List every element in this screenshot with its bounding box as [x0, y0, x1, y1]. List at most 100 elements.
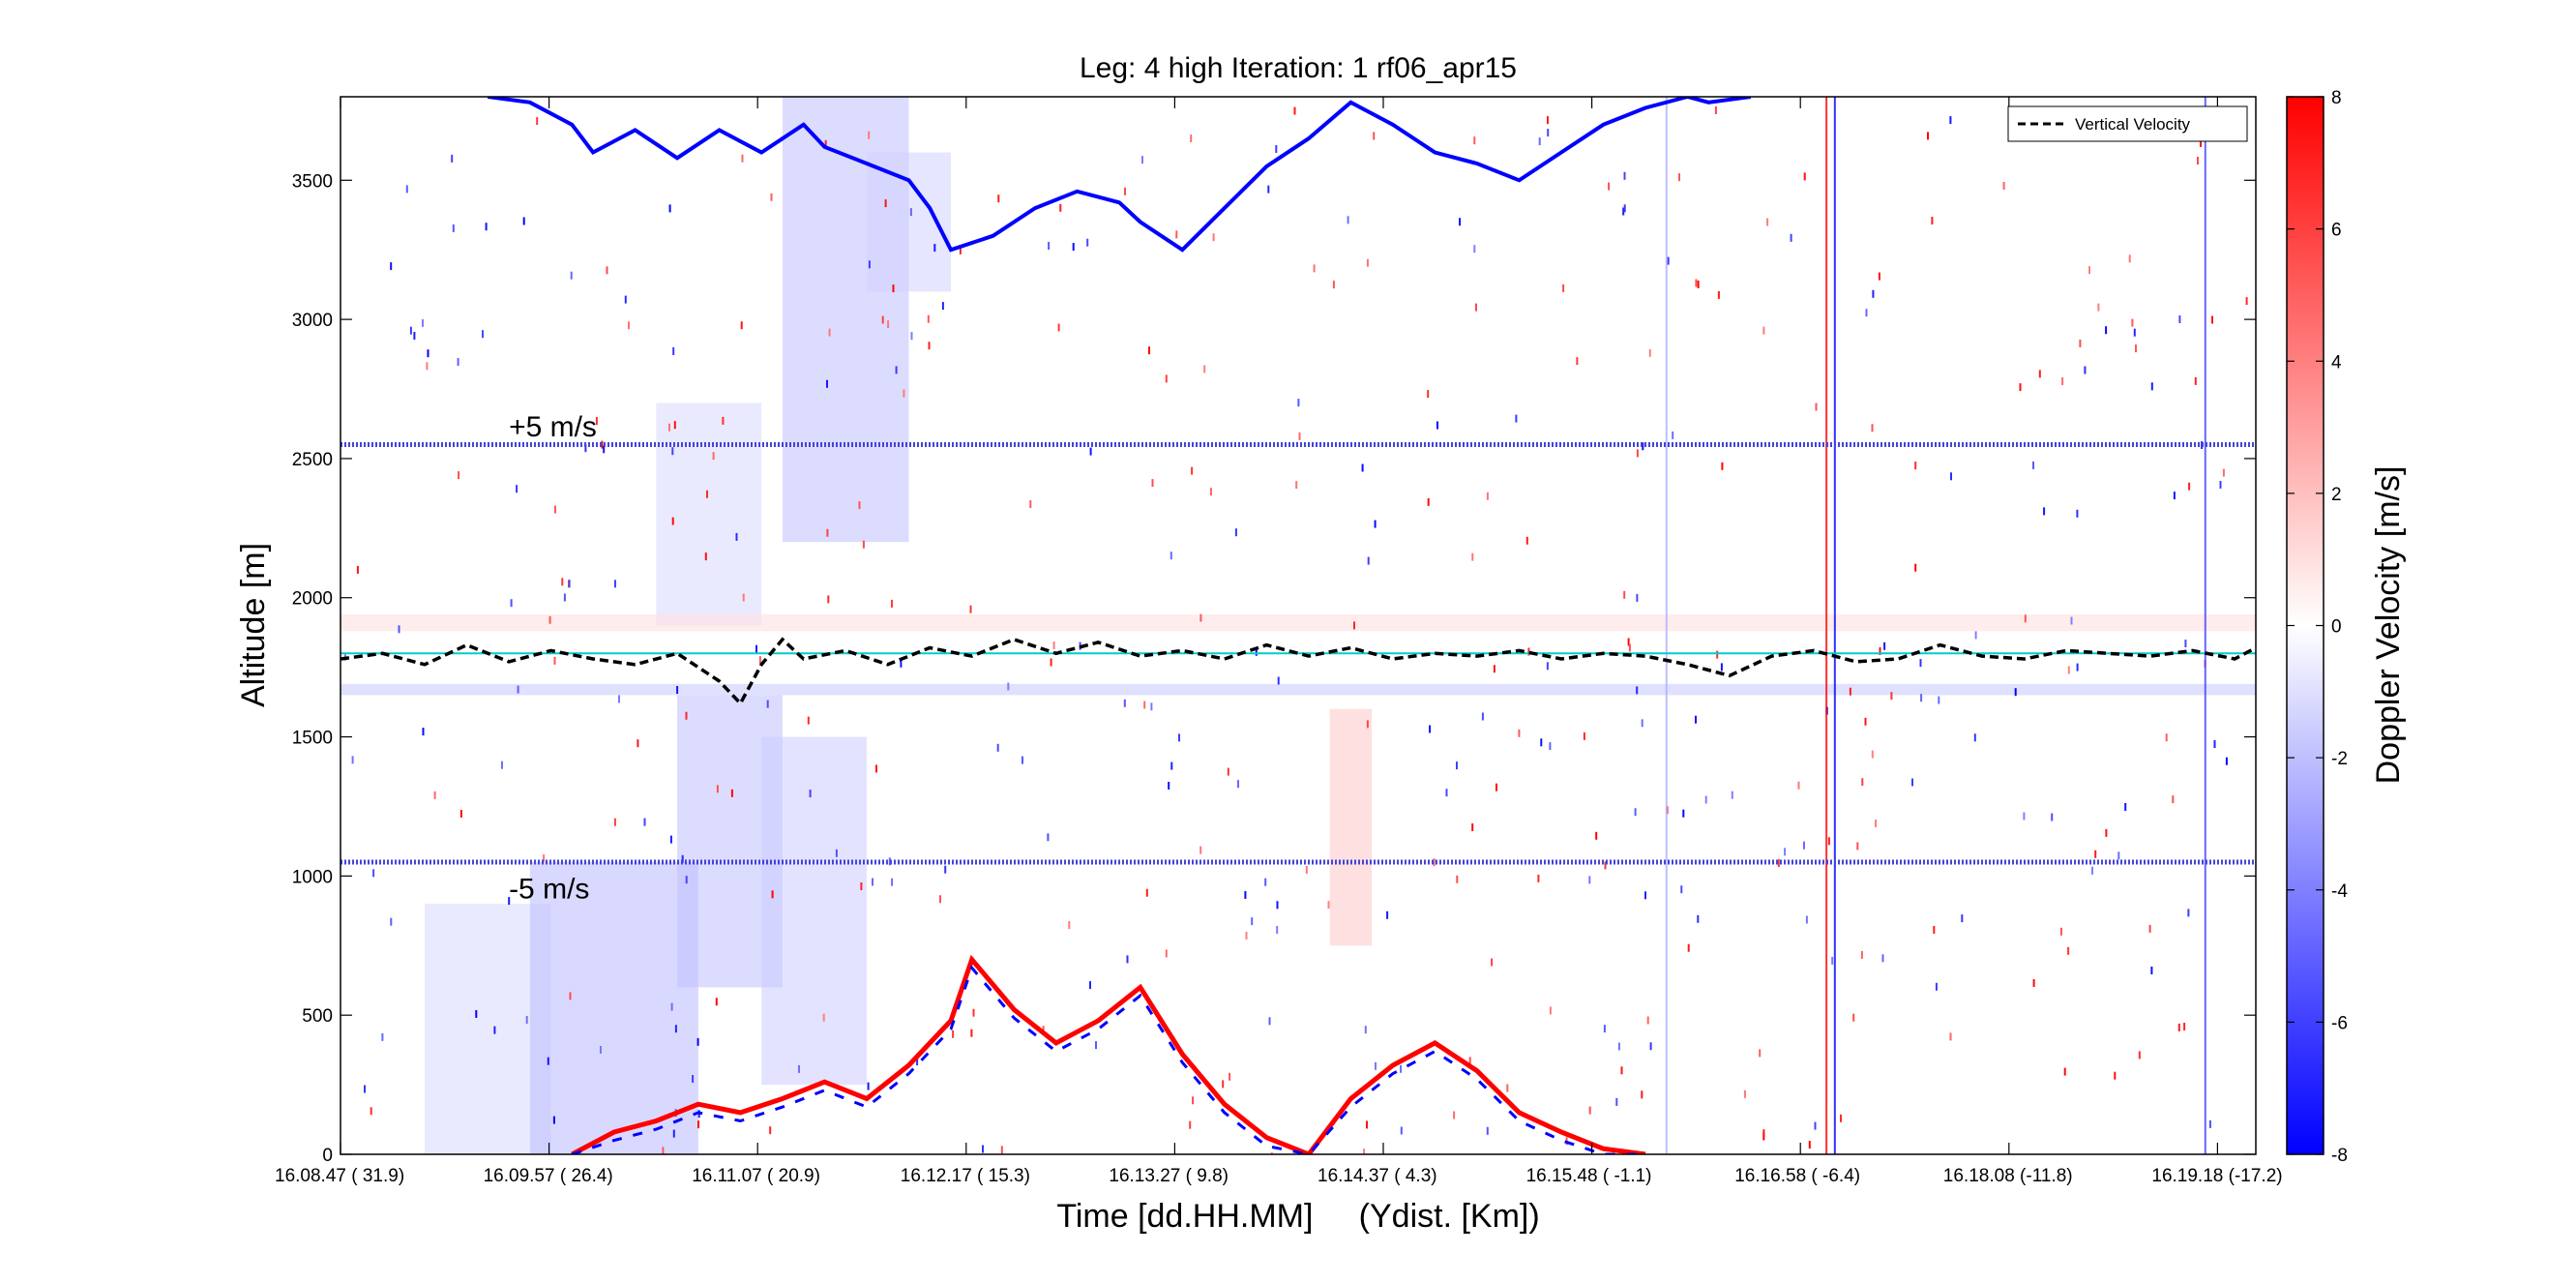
speckle — [712, 452, 715, 461]
speckle — [1743, 1089, 1746, 1098]
speckle — [1875, 820, 1877, 827]
speckle — [1935, 982, 1938, 991]
speckle — [1762, 326, 1765, 335]
speckle — [1717, 290, 1720, 299]
speckle — [2225, 757, 2228, 765]
speckle — [2076, 663, 2079, 671]
speckle — [1714, 106, 1717, 114]
speckle — [1603, 1025, 1606, 1033]
speckle — [1347, 216, 1349, 224]
speckle — [681, 854, 684, 863]
speckle — [910, 332, 913, 341]
speckle — [1546, 662, 1549, 671]
speckle — [730, 789, 733, 797]
speckle — [1938, 696, 1940, 704]
speckle — [1374, 520, 1377, 528]
speckle — [1890, 692, 1893, 701]
speckle — [1141, 156, 1143, 164]
speckle — [2002, 182, 2005, 190]
speckle — [1400, 1064, 1403, 1073]
speckle — [685, 876, 688, 884]
y-tick-label: 1500 — [292, 729, 333, 749]
speckle — [1883, 642, 1886, 650]
speckle — [1473, 136, 1476, 145]
speckle — [1678, 173, 1680, 182]
colorbar-label: Doppler Velocity [m/s] — [2370, 466, 2407, 785]
speckle — [2043, 507, 2046, 516]
speckle — [1583, 731, 1585, 740]
speckle — [771, 890, 774, 899]
speckle — [1672, 431, 1674, 439]
speckle — [1697, 914, 1700, 923]
speckle — [672, 347, 675, 355]
y-tick-label: 3500 — [292, 171, 333, 192]
speckle — [1473, 245, 1476, 254]
x-axis-label: Time [dd.HH.MM] (Ydist. [Km]) — [1056, 1198, 1539, 1235]
contamination-band-1 — [341, 683, 2256, 696]
speckle — [522, 217, 525, 225]
speckle — [553, 656, 556, 665]
speckle — [1636, 449, 1639, 458]
speckle — [2208, 1119, 2211, 1128]
speckle — [2084, 366, 2087, 374]
speckle — [1433, 858, 1436, 867]
speckle — [1973, 733, 1976, 742]
speckle — [673, 421, 676, 430]
speckle — [891, 878, 894, 886]
speckle — [570, 271, 573, 280]
speckle — [510, 599, 513, 608]
colorbar-tick-label: 6 — [2331, 221, 2342, 241]
speckle — [941, 302, 944, 311]
legend-label-vertical-velocity: Vertical Velocity — [2075, 115, 2191, 134]
speckle — [543, 854, 546, 863]
speckle — [1386, 910, 1389, 919]
speckle — [1641, 1090, 1643, 1099]
speckle — [1145, 888, 1148, 897]
colorbar-tick-label: 4 — [2331, 352, 2342, 373]
x-tick-label: 16.16.58 ( -6.4) — [1734, 1166, 1860, 1186]
speckle — [1803, 172, 1806, 181]
speckle — [952, 1029, 955, 1038]
speckle — [1245, 932, 1248, 940]
speckle — [1170, 552, 1172, 560]
x-tick-label: 16.18.08 (-11.8) — [1943, 1166, 2073, 1186]
speckle — [1052, 642, 1055, 649]
speckle — [959, 246, 962, 254]
speckle — [1178, 733, 1180, 742]
speckle — [868, 131, 871, 139]
speckle — [1059, 203, 1062, 212]
speckle — [1623, 590, 1626, 599]
speckle — [1697, 280, 1700, 288]
y-tick-label: 2000 — [292, 589, 333, 610]
speckle — [485, 223, 488, 231]
speckle — [413, 332, 416, 340]
speckle — [1636, 593, 1639, 602]
speckle — [1007, 682, 1010, 691]
surface-echo-red — [571, 954, 1646, 1154]
speckle — [1648, 348, 1651, 357]
speckle — [766, 700, 769, 708]
speckle — [809, 790, 812, 798]
speckle — [903, 389, 905, 398]
colorbar-tick-label: 8 — [2331, 88, 2342, 108]
speckle — [1495, 783, 1497, 791]
speckle — [1777, 859, 1780, 867]
speckle — [704, 552, 707, 561]
speckle — [1475, 303, 1477, 312]
speckle — [1608, 182, 1611, 191]
speckle — [2245, 297, 2248, 306]
speckle — [1275, 145, 1278, 153]
speckle — [1366, 720, 1369, 729]
speckle — [969, 605, 972, 613]
speckle — [381, 1032, 384, 1041]
speckle — [972, 1008, 975, 1017]
speckle — [614, 580, 616, 588]
speckle — [2133, 328, 2136, 337]
speckle — [685, 711, 688, 720]
speckle — [2061, 377, 2064, 385]
speckle — [1293, 106, 1296, 115]
speckle — [662, 1147, 665, 1154]
speckle — [1089, 981, 1091, 990]
speckle — [1628, 643, 1631, 652]
speckle — [1277, 676, 1280, 685]
